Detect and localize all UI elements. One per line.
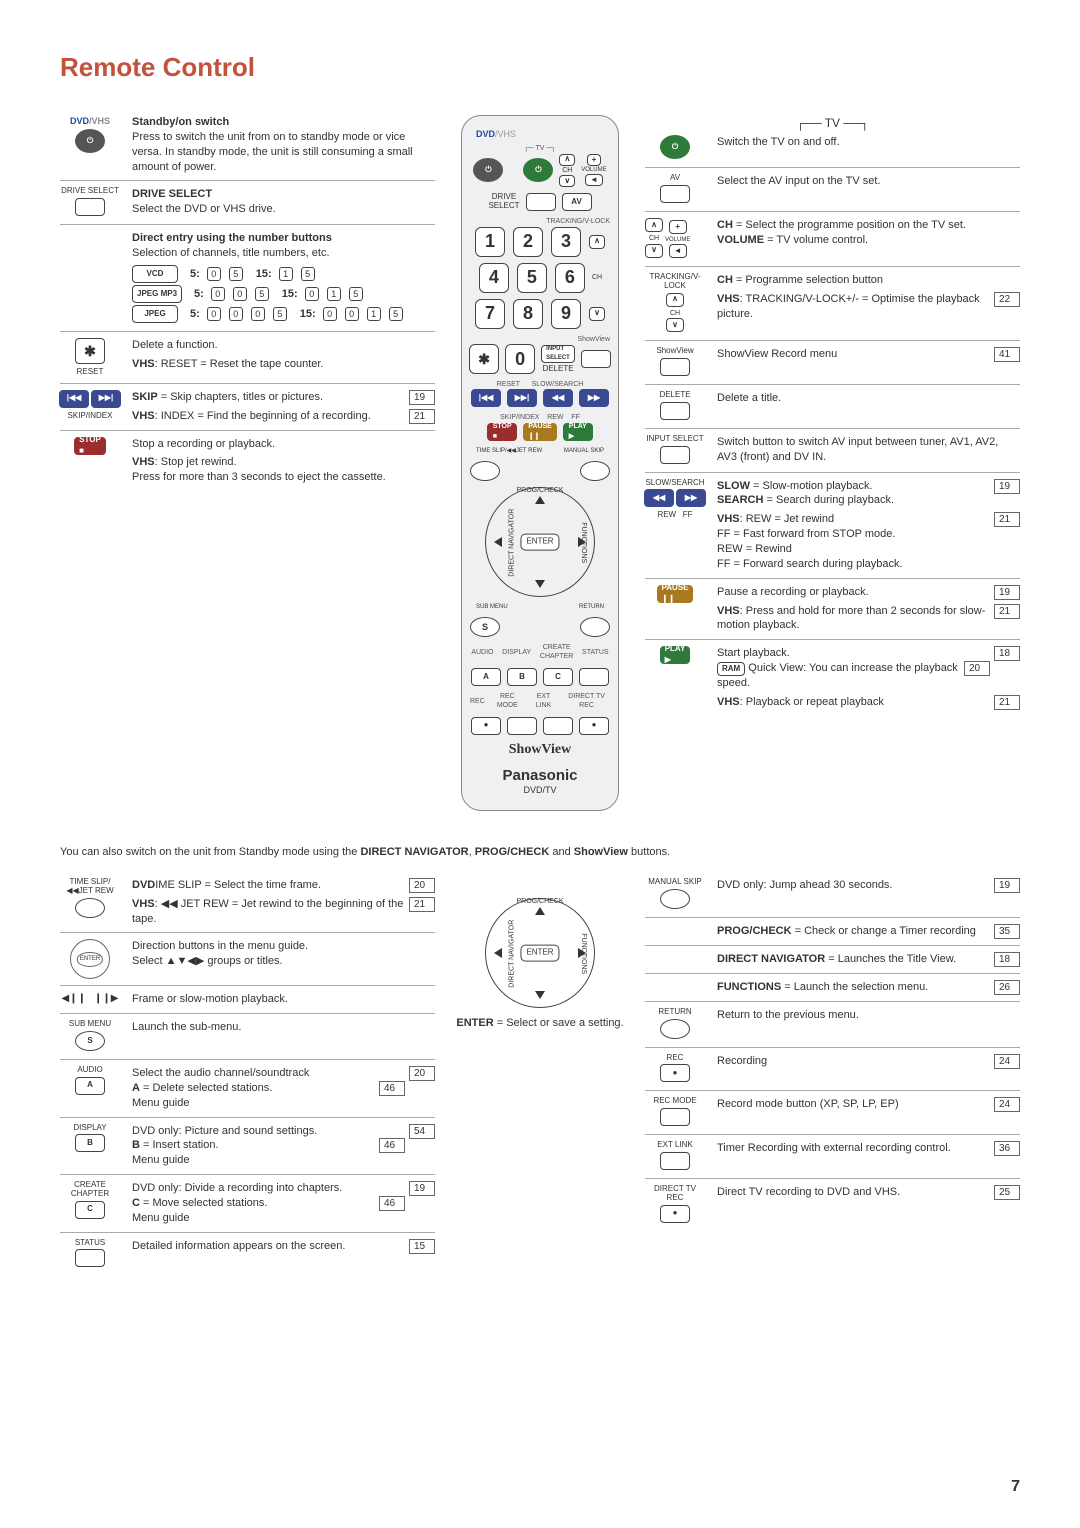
upper-columns: DVD/VHS ⏻ Standby/on switch Press to swi… <box>60 115 1020 831</box>
right-column: ┌── TV ──┐⏻Switch the TV on and off.AVSe… <box>645 115 1020 831</box>
right-bottom: MANUAL SKIP19DVD only: Jump ahead 30 sec… <box>645 878 1020 1282</box>
page-number: 7 <box>1011 1476 1020 1498</box>
asterisk-icon: ✱ <box>75 338 105 364</box>
page-title: Remote Control <box>60 50 1020 85</box>
entry-drive-select: DRIVE SELECT DRIVE SELECT Select the DVD… <box>60 187 435 225</box>
lower-columns: TIME SLIP/◀◀JET REW20DVDIME SLIP = Selec… <box>60 878 1020 1282</box>
entry-skip: |◀◀ ▶▶| SKIP/INDEX 19 SKIP = Skip chapte… <box>60 390 435 431</box>
skip-next-icon: ▶▶| <box>91 390 121 408</box>
left-bottom: TIME SLIP/◀◀JET REW20DVDIME SLIP = Selec… <box>60 878 435 1282</box>
standby-note: You can also switch on the unit from Sta… <box>60 845 1020 860</box>
entry-reset: ✱ RESET Delete a function. VHS: RESET = … <box>60 338 435 384</box>
enter-caption: ENTER = Select or save a setting. <box>455 1016 625 1031</box>
entry-stop: STOP■ Stop a recording or playback. VHS:… <box>60 437 435 492</box>
remote-diagram: DVD/VHS ┌─ TV ─┐ ⏻ ⏻ ∧ CH ∨ + VOLUME ◄ <box>461 115 619 811</box>
stop-icon: STOP■ <box>74 437 106 455</box>
center-column: DVD/VHS ┌─ TV ─┐ ⏻ ⏻ ∧ CH ∨ + VOLUME ◄ <box>455 115 625 831</box>
skip-prev-icon: |◀◀ <box>59 390 89 408</box>
drive-select-icon <box>75 198 105 216</box>
power-icon: ⏻ <box>75 129 105 153</box>
center-bottom: PROG/CHECK DIRECT NAVIGATOR FUNCTIONS EN… <box>455 878 625 1282</box>
entry-standby: DVD/VHS ⏻ Standby/on switch Press to swi… <box>60 115 435 181</box>
left-column: DVD/VHS ⏻ Standby/on switch Press to swi… <box>60 115 435 831</box>
entry-number-buttons: Direct entry using the number buttons Se… <box>60 231 435 332</box>
